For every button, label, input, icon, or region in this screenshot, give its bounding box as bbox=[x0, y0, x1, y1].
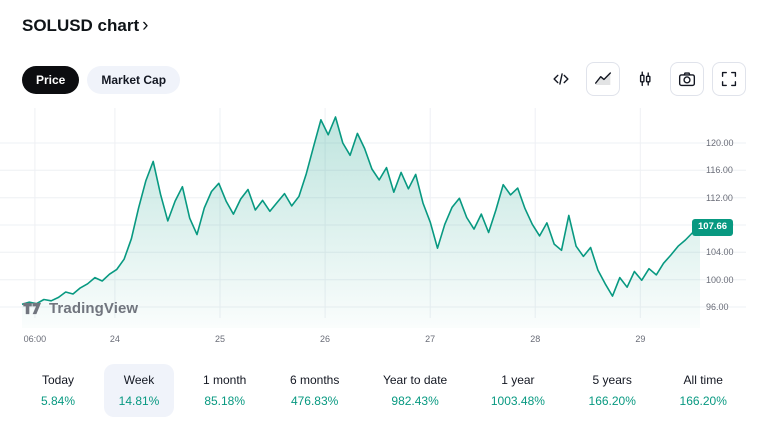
price-toggle-button[interactable]: Price bbox=[22, 66, 80, 94]
range-label: Week bbox=[123, 373, 155, 387]
range-value: 5.84% bbox=[41, 394, 76, 408]
range-label: 6 months bbox=[289, 373, 340, 387]
range-value: 166.20% bbox=[679, 394, 727, 408]
chart-toolbar bbox=[544, 62, 746, 96]
range-year-to-date[interactable]: Year to date 982.43% bbox=[368, 364, 462, 417]
price-marketcap-toggle: Price Market Cap bbox=[22, 66, 181, 94]
price-line bbox=[21, 116, 701, 306]
y-axis-label: 96.00 bbox=[706, 301, 729, 312]
range-label: Year to date bbox=[382, 373, 448, 387]
x-axis-label: 27 bbox=[425, 334, 436, 344]
x-axis-label: 25 bbox=[214, 334, 225, 344]
current-price-badge: 107.66 bbox=[692, 219, 734, 236]
range-value: 982.43% bbox=[391, 394, 439, 408]
x-axis-label: 24 bbox=[109, 334, 120, 344]
x-axis-label: 29 bbox=[635, 334, 646, 344]
range-label: 1 year bbox=[501, 373, 535, 387]
x-axis-label: 28 bbox=[530, 334, 541, 344]
tradingview-logo-icon bbox=[23, 302, 41, 315]
range-week[interactable]: Week 14.81% bbox=[103, 364, 175, 417]
range-today[interactable]: Today 5.84% bbox=[26, 364, 90, 417]
x-axis-label: 26 bbox=[320, 334, 331, 344]
range-value: 1003.48% bbox=[490, 394, 545, 408]
fullscreen-button[interactable] bbox=[712, 62, 746, 96]
x-axis-label: 06:00 bbox=[23, 334, 47, 344]
chevron-right-icon: › bbox=[142, 14, 149, 36]
range-all-time[interactable]: All time 166.20% bbox=[665, 364, 742, 417]
range-1-year[interactable]: 1 year 1003.48% bbox=[476, 364, 560, 417]
range-value: 476.83% bbox=[290, 394, 339, 408]
fullscreen-icon bbox=[721, 71, 737, 87]
tradingview-attribution[interactable]: TradingView bbox=[22, 300, 138, 317]
range-label: All time bbox=[683, 373, 723, 387]
area-fill bbox=[22, 117, 700, 328]
range-value: 85.18% bbox=[204, 394, 246, 408]
range-1-month[interactable]: 1 month 85.18% bbox=[188, 364, 261, 417]
range-label: 1 month bbox=[202, 373, 247, 387]
candles-chart-type-button[interactable] bbox=[628, 62, 662, 96]
code-icon bbox=[553, 73, 569, 85]
tradingview-label: TradingView bbox=[49, 300, 139, 317]
area-chart-type-button[interactable] bbox=[586, 62, 620, 96]
range-6-months[interactable]: 6 months 476.83% bbox=[275, 364, 354, 417]
time-range-performance-row: Today 5.84% Week 14.81% 1 month 85.18% 6… bbox=[0, 364, 768, 417]
chart-plot-area[interactable]: 96.00100.00104.00108.00112.00116.00120.0… bbox=[0, 100, 768, 360]
y-axis-label: 100.00 bbox=[706, 274, 734, 285]
y-axis-label: 104.00 bbox=[706, 247, 734, 258]
area-chart-icon bbox=[594, 72, 612, 85]
price-area-chart[interactable] bbox=[0, 100, 768, 328]
symbol-title: SOLUSD chart bbox=[22, 16, 140, 35]
y-axis-label: 112.00 bbox=[706, 192, 733, 203]
camera-icon bbox=[678, 72, 696, 87]
range-value: 14.81% bbox=[118, 394, 160, 408]
market-cap-toggle-button[interactable]: Market Cap bbox=[87, 66, 181, 94]
y-axis-label: 116.00 bbox=[706, 165, 733, 176]
snapshot-button[interactable] bbox=[670, 62, 704, 96]
y-axis-label: 120.00 bbox=[706, 138, 734, 148]
range-5-years[interactable]: 5 years 166.20% bbox=[574, 364, 651, 417]
page-title[interactable]: SOLUSD chart › bbox=[22, 16, 148, 36]
code-embed-button[interactable] bbox=[544, 62, 578, 96]
candles-icon bbox=[639, 71, 651, 87]
range-label: 5 years bbox=[592, 373, 632, 387]
range-label: Today bbox=[42, 373, 75, 387]
range-value: 166.20% bbox=[588, 394, 636, 408]
